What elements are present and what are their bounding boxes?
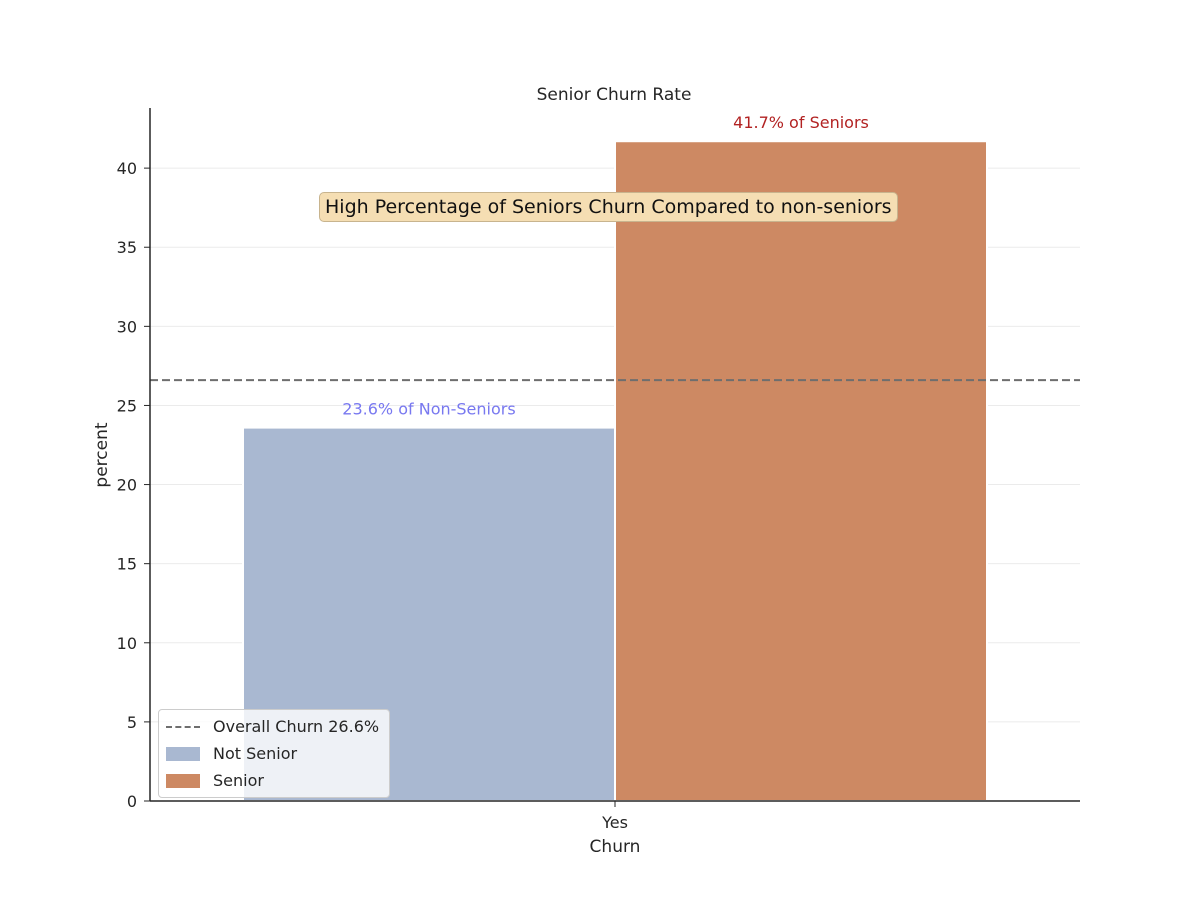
y-tick-label: 25 — [117, 396, 137, 415]
y-tick-label: 40 — [117, 159, 137, 178]
y-tick-label: 30 — [117, 317, 137, 336]
y-ticks: 0 5 10 15 20 25 30 35 40 — [117, 159, 150, 811]
y-axis-title: percent — [92, 422, 112, 487]
legend-swatch-senior — [166, 773, 200, 788]
y-tick-label: 0 — [127, 792, 137, 811]
legend-item-not-senior: Not Senior — [159, 740, 389, 767]
legend-label-not-senior: Not Senior — [213, 744, 298, 763]
bars — [242, 140, 988, 803]
y-tick-label: 15 — [117, 555, 137, 574]
y-tick-label: 35 — [117, 238, 137, 257]
legend-item-senior: Senior — [159, 767, 389, 794]
legend: Overall Churn 26.6% Not Senior Senior — [158, 709, 390, 798]
x-axis-title: Churn — [590, 837, 641, 857]
x-tick-label: Yes — [601, 813, 628, 832]
y-tick-label: 20 — [117, 476, 137, 495]
x-ticks: Yes — [601, 801, 628, 832]
y-tick-label: 10 — [117, 634, 137, 653]
chart-title: Senior Churn Rate — [537, 85, 692, 105]
legend-dashed-line-swatch — [166, 725, 200, 728]
data-label-senior: 41.7% of Seniors — [733, 113, 869, 132]
bar-senior — [614, 140, 988, 803]
legend-label-senior: Senior — [213, 771, 264, 790]
legend-swatch-not-senior — [166, 746, 200, 761]
data-labels: 23.6% of Non-Seniors 41.7% of Seniors — [342, 113, 869, 418]
data-label-not-senior: 23.6% of Non-Seniors — [342, 400, 515, 419]
y-tick-label: 5 — [127, 713, 137, 732]
legend-item-overall-churn: Overall Churn 26.6% — [159, 713, 389, 740]
legend-label-overall-churn: Overall Churn 26.6% — [213, 717, 380, 736]
annotation-box: High Percentage of Seniors Churn Compare… — [319, 192, 898, 222]
